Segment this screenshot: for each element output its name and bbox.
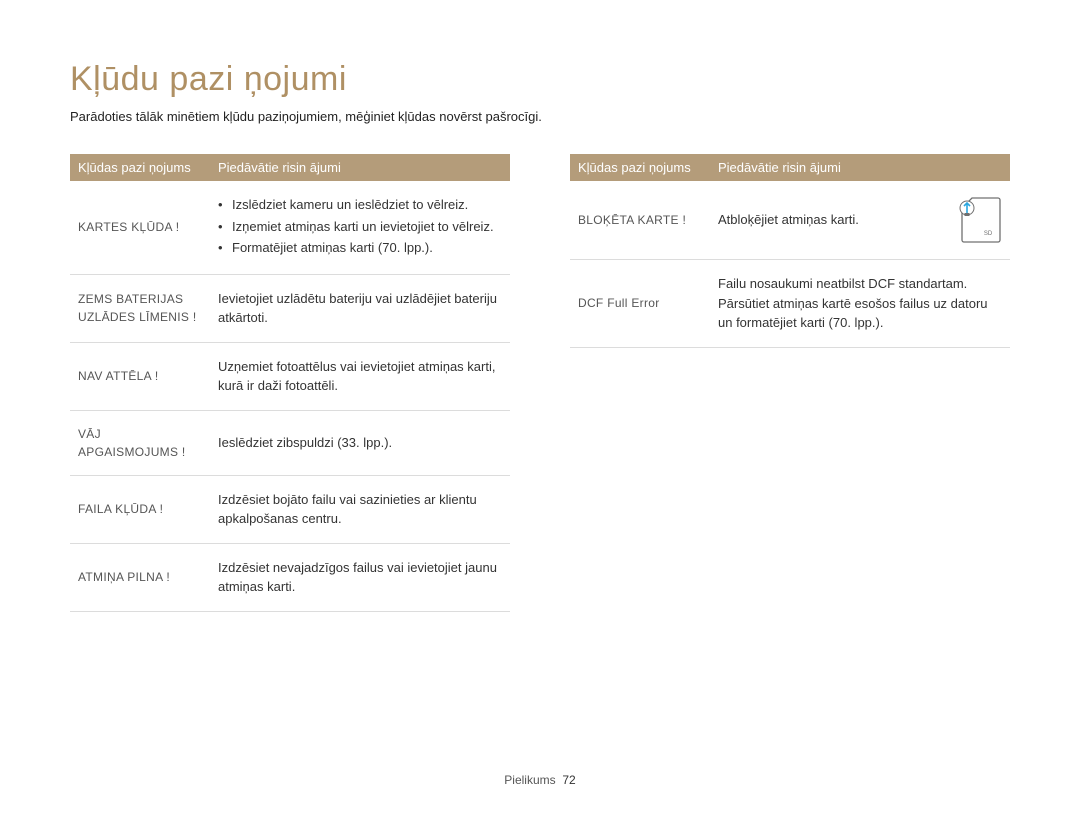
table-row: ATMIŅA PILNA ! Izdzēsiet nevajadzīgos fa… (70, 543, 510, 611)
th-error: Kļūdas pazi ņojums (570, 154, 710, 181)
error-solution: Ieslēdziet zibspuldzi (33. lpp.). (210, 410, 510, 475)
footer-label: Pielikums (504, 773, 555, 787)
error-solution: Ievietojiet uzlādētu bateriju vai uzlādē… (210, 274, 510, 342)
error-msg: FAILA KĻŪDA ! (70, 475, 210, 543)
error-solution: Izdzēsiet nevajadzīgos failus vai ieviet… (210, 543, 510, 611)
th-error: Kļūdas pazi ņojums (70, 154, 210, 181)
bullet: Izslēdziet kameru un ieslēdziet to vēlre… (218, 195, 502, 215)
table-row: ZEMS BATERIJAS UZLĀDES LĪMENIS ! Ievieto… (70, 274, 510, 342)
error-solution: Izslēdziet kameru un ieslēdziet to vēlre… (210, 181, 510, 274)
svg-text:SD: SD (984, 231, 993, 237)
th-solution: Piedāvātie risin ājumi (710, 154, 1010, 181)
sd-card-icon: SD (958, 195, 1002, 245)
table-row: BLOĶĒTA KARTE ! Atbloķējiet atmiņas kart… (570, 181, 1010, 260)
error-table-right: Kļūdas pazi ņojums Piedāvātie risin ājum… (570, 154, 1010, 348)
page-title: Kļūdu pazi ņojumi (70, 60, 1010, 99)
error-msg: DCF Full Error (570, 260, 710, 348)
error-msg: VĀJ APGAISMOJUMS ! (70, 410, 210, 475)
table-row: VĀJ APGAISMOJUMS ! Ieslēdziet zibspuldzi… (70, 410, 510, 475)
error-table-left: Kļūdas pazi ņojums Piedāvātie risin ājum… (70, 154, 510, 612)
error-msg: BLOĶĒTA KARTE ! (570, 181, 710, 260)
error-solution: Uzņemiet fotoattēlus vai ievietojiet atm… (210, 342, 510, 410)
solution-text: Atbloķējiet atmiņas karti. (718, 210, 859, 230)
table-row: KARTES KĻŪDA ! Izslēdziet kameru un iesl… (70, 181, 510, 274)
table-row: NAV ATTĒLA ! Uzņemiet fotoattēlus vai ie… (70, 342, 510, 410)
footer-page: 72 (562, 773, 575, 787)
error-solution: Failu nosaukumi neatbilst DCF standartam… (710, 260, 1010, 348)
intro-text: Parādoties tālāk minētiem kļūdu paziņoju… (70, 109, 1010, 124)
th-solution: Piedāvātie risin ājumi (210, 154, 510, 181)
error-solution: Atbloķējiet atmiņas karti. SD (710, 181, 1010, 260)
left-column: Kļūdas pazi ņojums Piedāvātie risin ājum… (70, 154, 510, 612)
bullet: Izņemiet atmiņas karti un ievietojiet to… (218, 217, 502, 237)
error-msg: ZEMS BATERIJAS UZLĀDES LĪMENIS ! (70, 274, 210, 342)
error-solution: Izdzēsiet bojāto failu vai sazinieties a… (210, 475, 510, 543)
error-msg: NAV ATTĒLA ! (70, 342, 210, 410)
bullet: Formatējiet atmiņas karti (70. lpp.). (218, 238, 502, 258)
table-row: FAILA KĻŪDA ! Izdzēsiet bojāto failu vai… (70, 475, 510, 543)
right-column: Kļūdas pazi ņojums Piedāvātie risin ājum… (570, 154, 1010, 612)
error-msg: ATMIŅA PILNA ! (70, 543, 210, 611)
page-footer: Pielikums 72 (0, 773, 1080, 787)
error-msg: KARTES KĻŪDA ! (70, 181, 210, 274)
table-row: DCF Full Error Failu nosaukumi neatbilst… (570, 260, 1010, 348)
